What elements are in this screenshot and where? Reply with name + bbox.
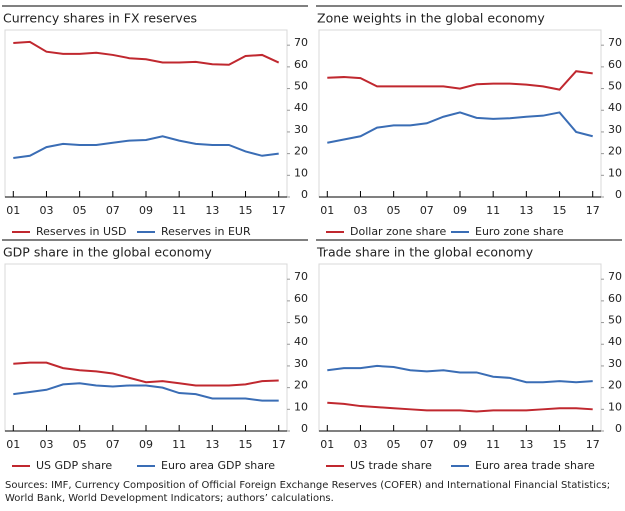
- x-tick-label: 11: [486, 438, 500, 451]
- x-tick-label: 13: [519, 204, 533, 217]
- x-tick-label: 03: [39, 438, 53, 451]
- y-tick-label: 30: [294, 357, 308, 370]
- x-tick-label: 09: [453, 204, 467, 217]
- y-tick-label: 0: [615, 422, 622, 435]
- x-tick-label: 11: [172, 204, 186, 217]
- y-tick-label: 0: [301, 422, 308, 435]
- y-tick-label: 50: [294, 80, 308, 93]
- series-line: [13, 382, 279, 402]
- legend-label: Euro area GDP share: [161, 459, 275, 472]
- legend-label: US trade share: [350, 459, 432, 472]
- y-tick-label: 40: [608, 335, 622, 348]
- legend-label: Dollar zone share: [350, 225, 447, 238]
- x-tick-label: 15: [239, 438, 253, 451]
- source-note: Sources: IMF, Currency Composition of Of…: [5, 480, 611, 504]
- legend-label: Euro area trade share: [475, 459, 595, 472]
- legend-label: Euro zone share: [475, 225, 564, 238]
- charts: Currency shares in FX reserves0102030405…: [2, 5, 622, 472]
- chart-title: GDP share in the global economy: [3, 245, 212, 260]
- y-tick-label: 50: [294, 314, 308, 327]
- x-tick-label: 01: [320, 204, 334, 217]
- y-tick-label: 20: [608, 145, 622, 158]
- y-tick-label: 20: [294, 379, 308, 392]
- x-tick-label: 09: [139, 438, 153, 451]
- y-tick-label: 20: [608, 379, 622, 392]
- x-tick-label: 05: [387, 204, 401, 217]
- y-tick-label: 10: [608, 166, 622, 179]
- x-tick-label: 11: [172, 438, 186, 451]
- x-tick-label: 07: [106, 204, 120, 217]
- x-tick-label: 05: [73, 204, 87, 217]
- y-tick-label: 0: [301, 188, 308, 201]
- y-tick-label: 60: [294, 58, 308, 71]
- series-line: [327, 401, 593, 413]
- y-tick-label: 50: [608, 314, 622, 327]
- series-line: [13, 361, 279, 387]
- x-tick-label: 03: [353, 438, 367, 451]
- x-tick-label: 05: [73, 438, 87, 451]
- y-tick-label: 70: [294, 270, 308, 283]
- plot-frame: [4, 263, 288, 432]
- y-tick-label: 20: [294, 145, 308, 158]
- x-tick-label: 01: [6, 204, 20, 217]
- series-line: [327, 70, 593, 91]
- x-tick-label: 13: [519, 438, 533, 451]
- y-tick-label: 10: [608, 400, 622, 413]
- x-tick-label: 03: [353, 204, 367, 217]
- y-tick-label: 60: [608, 292, 622, 305]
- y-tick-label: 70: [608, 270, 622, 283]
- y-tick-label: 30: [608, 123, 622, 136]
- legend-label: Reserves in EUR: [161, 225, 251, 238]
- series-line: [327, 111, 593, 144]
- x-tick-label: 11: [486, 204, 500, 217]
- x-tick-label: 17: [586, 438, 600, 451]
- y-tick-label: 70: [294, 36, 308, 49]
- x-tick-label: 15: [553, 204, 567, 217]
- plot-frame: [4, 29, 288, 198]
- chart-title: Zone weights in the global economy: [317, 11, 545, 26]
- y-tick-label: 30: [294, 123, 308, 136]
- y-tick-label: 40: [294, 335, 308, 348]
- y-tick-label: 40: [608, 101, 622, 114]
- series-line: [327, 364, 593, 384]
- x-tick-label: 13: [205, 204, 219, 217]
- y-tick-label: 30: [608, 357, 622, 370]
- y-tick-label: 60: [294, 292, 308, 305]
- legend-label: US GDP share: [36, 459, 112, 472]
- x-tick-label: 15: [239, 204, 253, 217]
- y-tick-label: 40: [294, 101, 308, 114]
- x-tick-label: 07: [420, 438, 434, 451]
- x-tick-label: 09: [453, 438, 467, 451]
- y-tick-label: 60: [608, 58, 622, 71]
- x-tick-label: 07: [106, 438, 120, 451]
- x-tick-label: 09: [139, 204, 153, 217]
- series-line: [13, 135, 279, 159]
- legend-label: Reserves in USD: [36, 225, 126, 238]
- y-tick-label: 50: [608, 80, 622, 93]
- x-tick-label: 01: [6, 438, 20, 451]
- y-tick-label: 10: [294, 166, 308, 179]
- y-tick-label: 0: [615, 188, 622, 201]
- chart-title: Currency shares in FX reserves: [3, 11, 197, 26]
- x-tick-label: 07: [420, 204, 434, 217]
- x-tick-label: 17: [586, 204, 600, 217]
- chart-title: Trade share in the global economy: [316, 245, 534, 260]
- series-line: [13, 40, 280, 66]
- y-tick-label: 70: [608, 36, 622, 49]
- x-tick-label: 17: [272, 438, 286, 451]
- x-tick-label: 03: [39, 204, 53, 217]
- x-tick-label: 05: [387, 438, 401, 451]
- x-tick-label: 17: [272, 204, 286, 217]
- x-tick-label: 15: [553, 438, 567, 451]
- y-tick-label: 10: [294, 400, 308, 413]
- x-tick-label: 01: [320, 438, 334, 451]
- x-tick-label: 13: [205, 438, 219, 451]
